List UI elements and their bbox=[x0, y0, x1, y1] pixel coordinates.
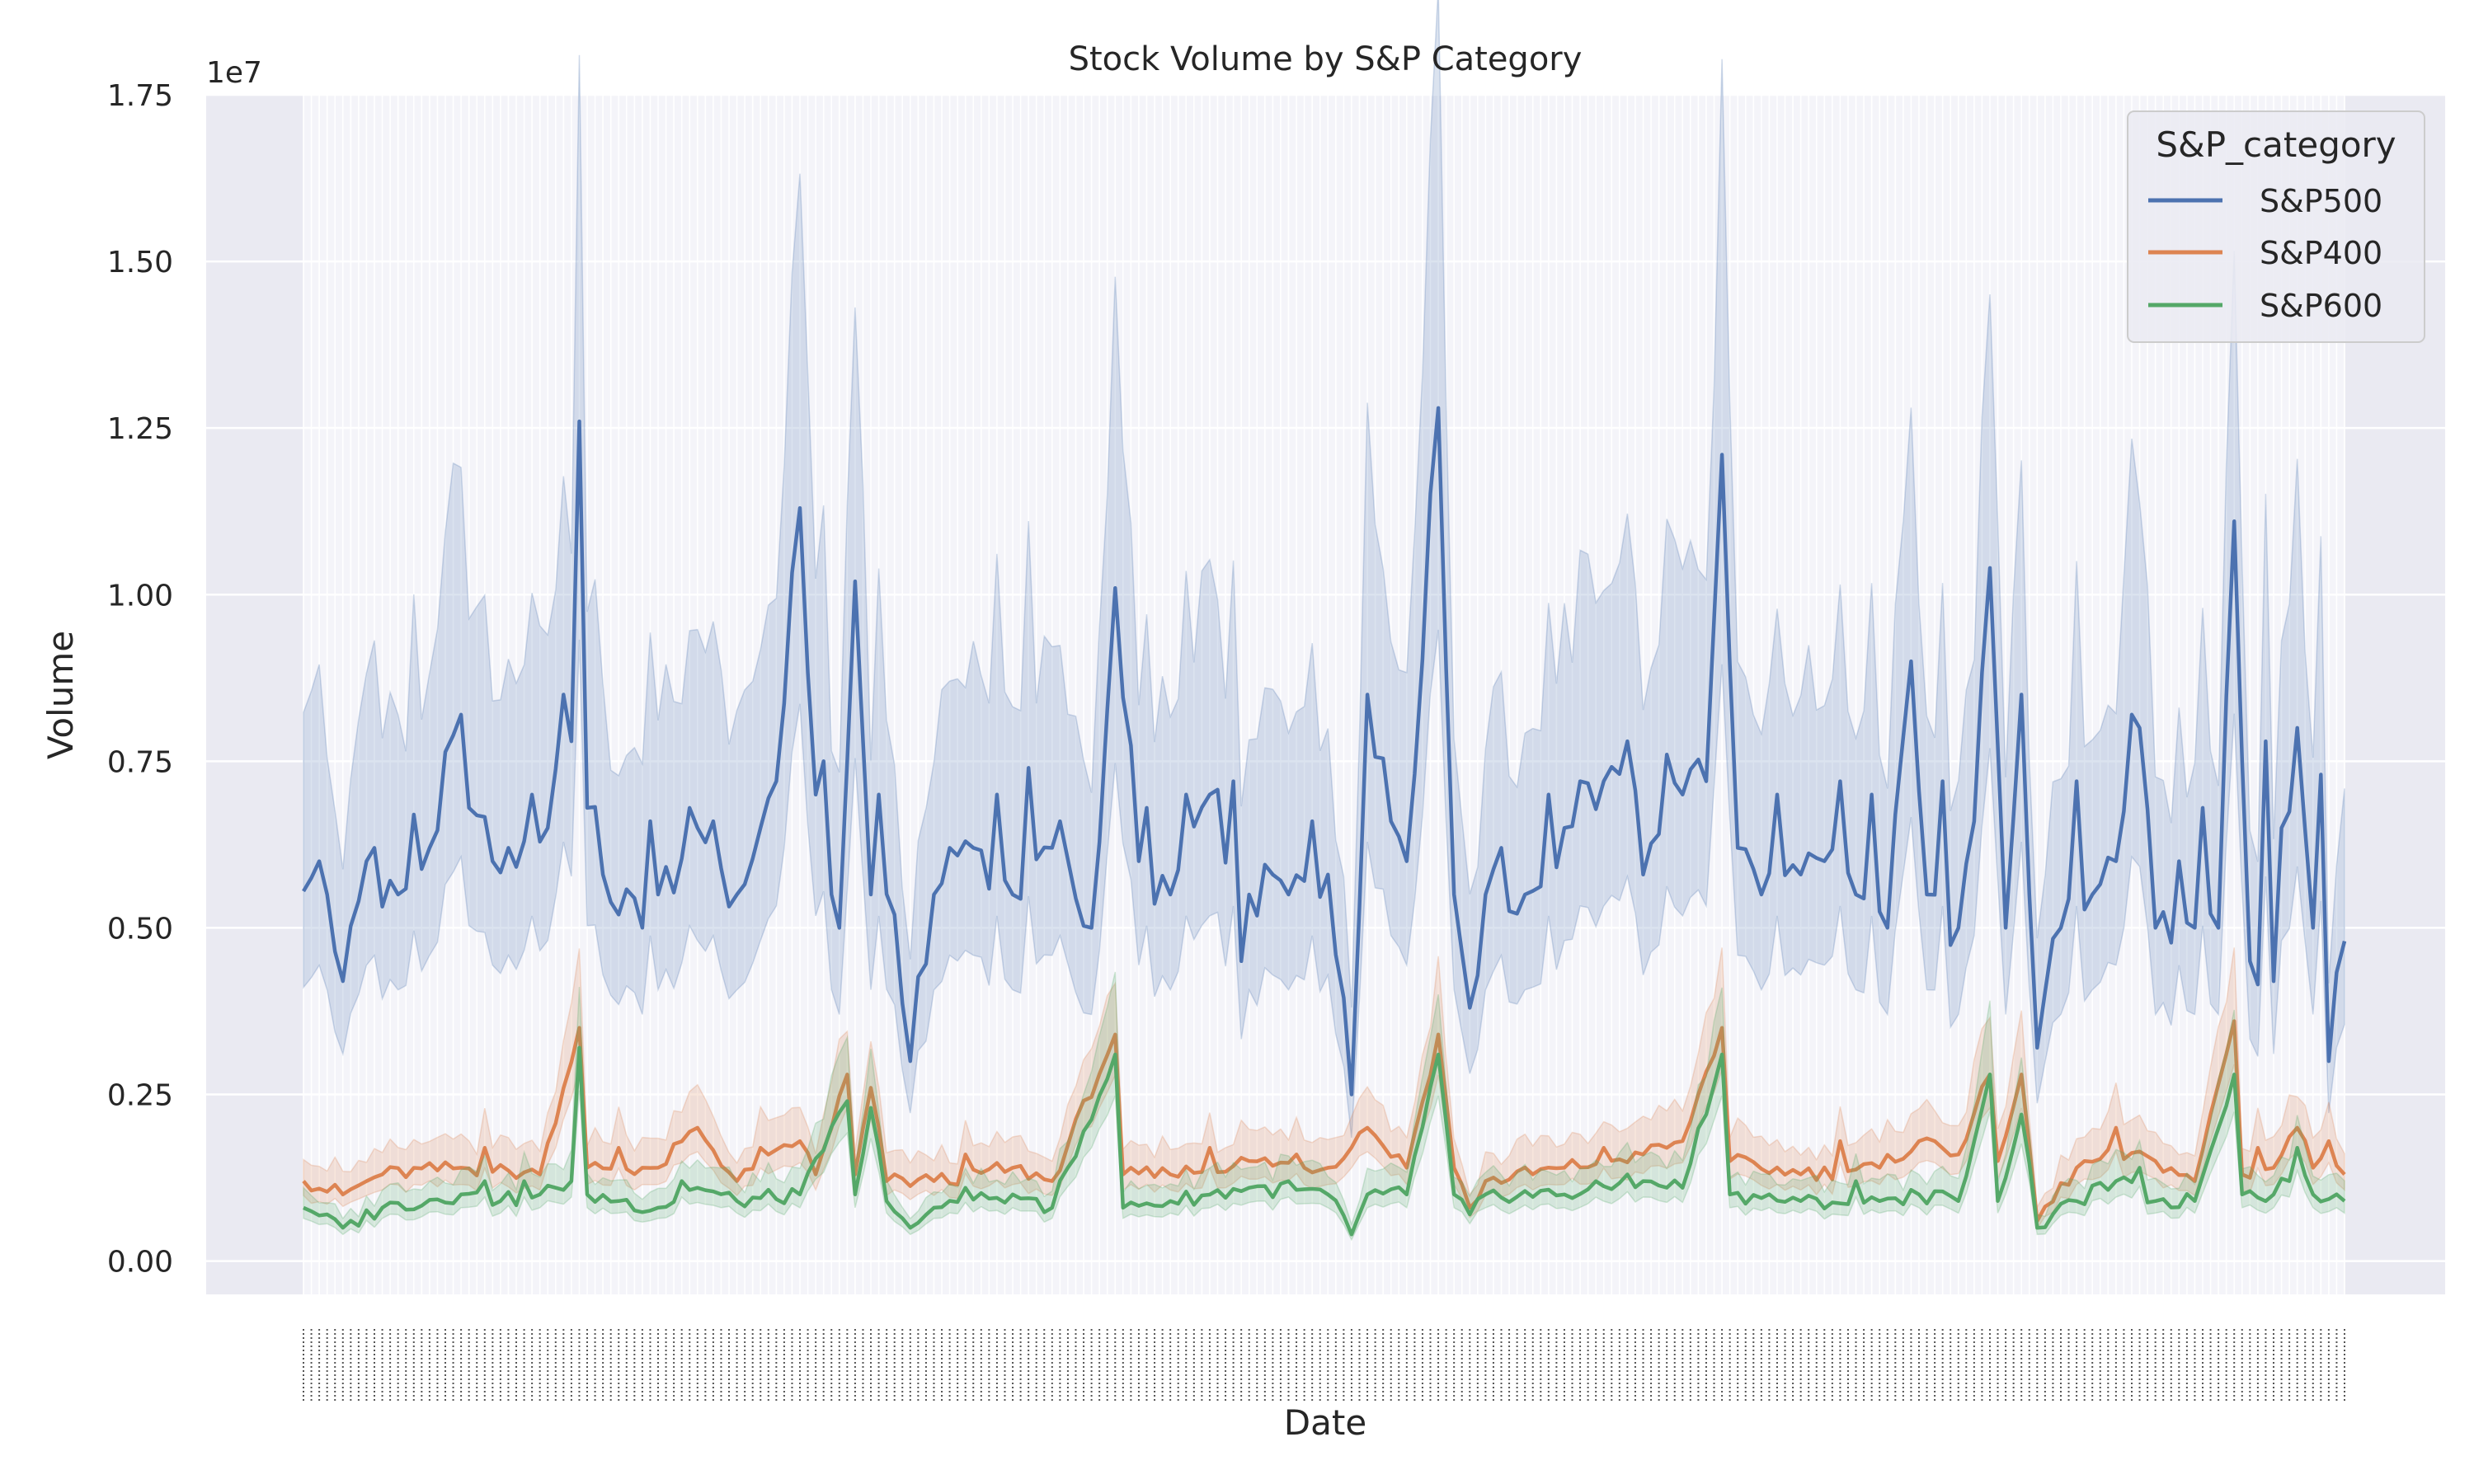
series-band-sp500 bbox=[303, 0, 2345, 1139]
y-tick-label: 1.50 bbox=[107, 246, 173, 279]
y-tick-label: 1.00 bbox=[107, 579, 173, 613]
y-tick-label: 0.50 bbox=[107, 912, 173, 946]
y-tick-label: 1.25 bbox=[107, 412, 173, 446]
legend-box bbox=[2127, 110, 2425, 343]
legend-label-sp500: S&P500 bbox=[2260, 183, 2382, 219]
x-tick-region bbox=[303, 95, 2345, 1294]
legend-title: S&P_category bbox=[2156, 124, 2396, 165]
y-tick-label: 1.75 bbox=[107, 79, 173, 113]
y-tick-label: 0.75 bbox=[107, 745, 173, 779]
legend-label-sp600: S&P600 bbox=[2260, 288, 2382, 324]
y-tick-labels: 0.00 0.25 0.50 0.75 1.00 1.25 1.50 1.75 bbox=[107, 79, 173, 1280]
series-line-sp500 bbox=[302, 406, 2347, 1097]
legend: S&P_category S&P500 S&P400 S&P600 bbox=[2127, 110, 2425, 343]
x-tick-labels bbox=[303, 1329, 2345, 1402]
x-axis-label: Date bbox=[1284, 1402, 1366, 1443]
y-offset-label: 1e7 bbox=[206, 56, 262, 90]
y-axis-label: Volume bbox=[40, 631, 81, 759]
legend-label-sp400: S&P400 bbox=[2260, 235, 2382, 271]
series-line-sp400 bbox=[302, 1019, 2346, 1223]
y-tick-label: 0.00 bbox=[107, 1246, 173, 1280]
series-layer bbox=[302, 0, 2347, 1242]
y-tick-label: 0.25 bbox=[107, 1079, 173, 1113]
series-line-sp600 bbox=[303, 1045, 2346, 1237]
series-band-sp600 bbox=[303, 971, 2345, 1242]
chart-title: Stock Volume by S&P Category bbox=[1069, 40, 1583, 78]
series-band-sp400 bbox=[303, 947, 2345, 1230]
